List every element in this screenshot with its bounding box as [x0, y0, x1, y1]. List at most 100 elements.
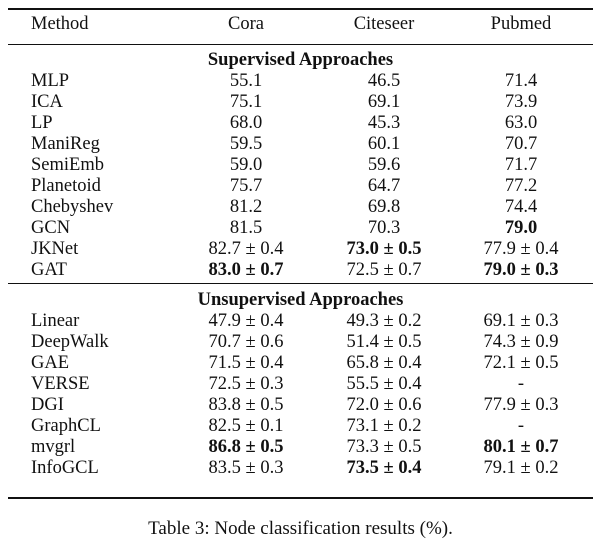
pubmed-value: 79.1 ± 0.2 — [483, 458, 559, 478]
table-row: JKNet 82.7 ± 0.4 73.0 ± 0.5 77.9 ± 0.4 — [8, 239, 593, 260]
method-name: ICA — [31, 92, 63, 112]
top-rule — [8, 8, 593, 10]
table-row: ManiReg 59.5 60.1 70.7 — [8, 134, 593, 155]
citeseer-value: 59.6 — [367, 155, 401, 175]
table-row: Planetoid 75.7 64.7 77.2 — [8, 176, 593, 197]
method-name: DGI — [31, 395, 64, 415]
pubmed-value: 71.7 — [504, 155, 538, 175]
citeseer-value: 73.1 ± 0.2 — [346, 416, 422, 436]
header-cora: Cora — [228, 14, 264, 34]
cora-value: 75.7 — [229, 176, 263, 196]
header-pubmed: Pubmed — [490, 14, 552, 34]
citeseer-value: 73.5 ± 0.4 — [346, 458, 422, 478]
citeseer-value: 72.0 ± 0.6 — [346, 395, 422, 415]
table-row: SemiEmb 59.0 59.6 71.7 — [8, 155, 593, 176]
method-name: GAT — [31, 260, 67, 280]
cora-value: 86.8 ± 0.5 — [208, 437, 284, 457]
header-row: Method Cora Citeseer Pubmed — [8, 14, 593, 35]
pubmed-value: 80.1 ± 0.7 — [483, 437, 559, 457]
method-name: InfoGCL — [31, 458, 99, 478]
cora-value: 71.5 ± 0.4 — [208, 353, 284, 373]
table-row: DGI 83.8 ± 0.5 72.0 ± 0.6 77.9 ± 0.3 — [8, 395, 593, 416]
citeseer-value: 69.1 — [367, 92, 401, 112]
cora-value: 83.8 ± 0.5 — [208, 395, 284, 415]
method-name: JKNet — [31, 239, 79, 259]
citeseer-value: 73.0 ± 0.5 — [346, 239, 422, 259]
pubmed-value: 70.7 — [504, 134, 538, 154]
header-rule — [8, 44, 593, 45]
header-method: Method — [31, 14, 89, 34]
method-name: ManiReg — [31, 134, 100, 154]
citeseer-value: 49.3 ± 0.2 — [346, 311, 422, 331]
cora-value: 82.5 ± 0.1 — [208, 416, 284, 436]
pubmed-value: 74.4 — [504, 197, 538, 217]
citeseer-value: 45.3 — [367, 113, 401, 133]
pubmed-value: 72.1 ± 0.5 — [483, 353, 559, 373]
cora-value: 55.1 — [229, 71, 263, 91]
pubmed-value: 63.0 — [504, 113, 538, 133]
pubmed-value: 79.0 ± 0.3 — [483, 260, 559, 280]
method-name: DeepWalk — [31, 332, 109, 352]
method-name: MLP — [31, 71, 70, 91]
table-row: GAT 83.0 ± 0.7 72.5 ± 0.7 79.0 ± 0.3 — [8, 260, 593, 281]
table-row: GCN 81.5 70.3 79.0 — [8, 218, 593, 239]
table-row: GraphCL 82.5 ± 0.1 73.1 ± 0.2 - — [8, 416, 593, 437]
table-row: DeepWalk 70.7 ± 0.6 51.4 ± 0.5 74.3 ± 0.9 — [8, 332, 593, 353]
method-name: GCN — [31, 218, 71, 238]
citeseer-value: 46.5 — [367, 71, 401, 91]
pubmed-value: 77.2 — [504, 176, 538, 196]
method-name: Linear — [31, 311, 80, 331]
cora-value: 68.0 — [229, 113, 263, 133]
pubmed-value: 77.9 ± 0.4 — [483, 239, 559, 259]
method-name: GAE — [31, 353, 70, 373]
pubmed-value: 77.9 ± 0.3 — [483, 395, 559, 415]
cora-value: 83.5 ± 0.3 — [208, 458, 284, 478]
pubmed-value: 79.0 — [504, 218, 538, 238]
citeseer-value: 73.3 ± 0.5 — [346, 437, 422, 457]
cora-value: 82.7 ± 0.4 — [208, 239, 284, 259]
pubmed-value: - — [517, 374, 525, 394]
table-row: MLP 55.1 46.5 71.4 — [8, 71, 593, 92]
cora-value: 75.1 — [229, 92, 263, 112]
method-name: LP — [31, 113, 53, 133]
cora-value: 47.9 ± 0.4 — [208, 311, 284, 331]
section-rule — [8, 283, 593, 284]
cora-value: 81.5 — [229, 218, 263, 238]
cora-value: 83.0 ± 0.7 — [208, 260, 284, 280]
citeseer-value: 70.3 — [367, 218, 401, 238]
method-name: mvgrl — [31, 437, 76, 457]
pubmed-value: 71.4 — [504, 71, 538, 91]
method-name: VERSE — [31, 374, 90, 394]
citeseer-value: 65.8 ± 0.4 — [346, 353, 422, 373]
section-title-supervised: Supervised Approaches — [207, 50, 394, 70]
method-name: Chebyshev — [31, 197, 114, 217]
method-name: SemiEmb — [31, 155, 104, 175]
bottom-rule — [8, 497, 593, 499]
cora-value: 70.7 ± 0.6 — [208, 332, 284, 352]
table-row: VERSE 72.5 ± 0.3 55.5 ± 0.4 - — [8, 374, 593, 395]
method-name: GraphCL — [31, 416, 101, 436]
table-row: mvgrl 86.8 ± 0.5 73.3 ± 0.5 80.1 ± 0.7 — [8, 437, 593, 458]
citeseer-value: 60.1 — [367, 134, 401, 154]
pubmed-value: 74.3 ± 0.9 — [483, 332, 559, 352]
table-caption: Table 3: Node classification results (%)… — [148, 518, 453, 539]
header-citeseer: Citeseer — [353, 14, 415, 34]
table-row: ICA 75.1 69.1 73.9 — [8, 92, 593, 113]
table-row: GAE 71.5 ± 0.4 65.8 ± 0.4 72.1 ± 0.5 — [8, 353, 593, 374]
citeseer-value: 55.5 ± 0.4 — [346, 374, 422, 394]
pubmed-value: 73.9 — [504, 92, 538, 112]
citeseer-value: 51.4 ± 0.5 — [346, 332, 422, 352]
cora-value: 81.2 — [229, 197, 263, 217]
section-title-unsupervised: Unsupervised Approaches — [197, 290, 404, 310]
cora-value: 59.0 — [229, 155, 263, 175]
cora-value: 59.5 — [229, 134, 263, 154]
table-row: LP 68.0 45.3 63.0 — [8, 113, 593, 134]
citeseer-value: 64.7 — [367, 176, 401, 196]
method-name: Planetoid — [31, 176, 101, 196]
table-row: Linear 47.9 ± 0.4 49.3 ± 0.2 69.1 ± 0.3 — [8, 311, 593, 332]
table-row: InfoGCL 83.5 ± 0.3 73.5 ± 0.4 79.1 ± 0.2 — [8, 458, 593, 479]
table-row: Chebyshev 81.2 69.8 74.4 — [8, 197, 593, 218]
pubmed-value: - — [517, 416, 525, 436]
citeseer-value: 72.5 ± 0.7 — [346, 260, 422, 280]
citeseer-value: 69.8 — [367, 197, 401, 217]
